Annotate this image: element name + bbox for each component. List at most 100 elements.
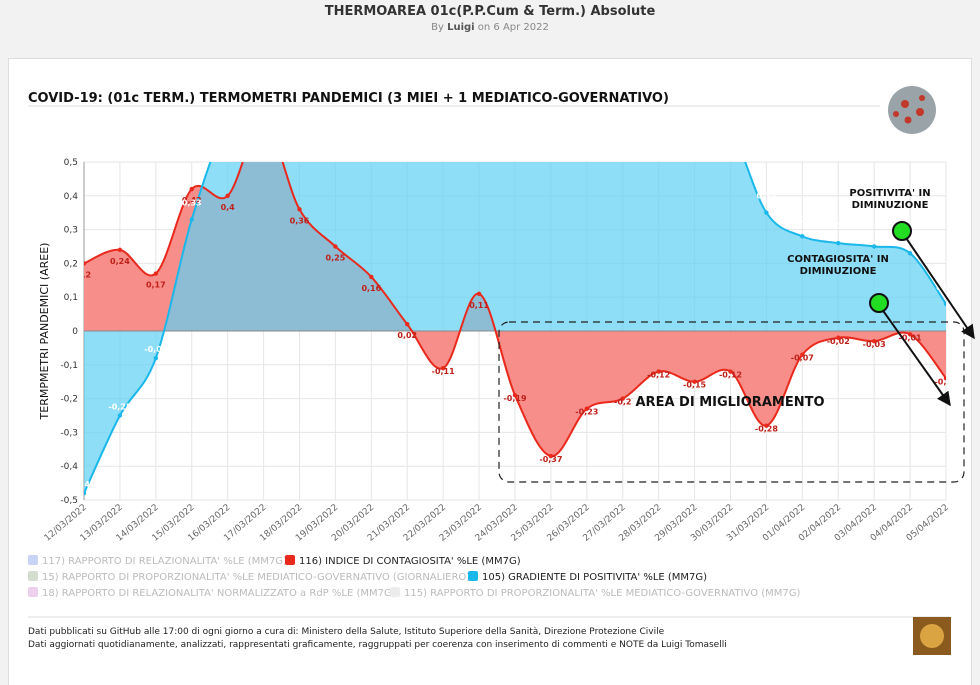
legend-label[interactable]: 15) RAPPORTO DI PROPORZIONALITA' %LE MED… xyxy=(42,572,470,583)
point xyxy=(836,335,841,340)
byline: By Luigi on 6 Apr 2022 xyxy=(0,22,980,33)
legend-label[interactable]: 105) GRADIENTE DI POSITIVITA' %LE (MM7G) xyxy=(482,572,707,583)
footer: Dati pubblicati su GitHub alle 17:00 di … xyxy=(28,626,727,652)
point xyxy=(656,369,661,374)
point xyxy=(800,234,805,239)
value-label: -0,14 xyxy=(934,377,957,386)
legend-label[interactable]: 115) RAPPORTO DI PROPORZIONALITA' %LE ME… xyxy=(404,588,801,599)
marker-dot xyxy=(892,221,912,241)
y-tick-label: 0 xyxy=(72,327,78,337)
point xyxy=(764,423,769,428)
point xyxy=(728,126,732,130)
improvement-box xyxy=(498,321,965,483)
point xyxy=(441,79,445,83)
point xyxy=(153,355,159,361)
annotation: CONTAGIOSITA' IN xyxy=(787,254,889,265)
value-label: -0,03 xyxy=(863,340,886,349)
legend-label[interactable]: 117) RAPPORTO DI RELAZIONALITA' %LE (MM7… xyxy=(42,556,287,567)
legend-swatch xyxy=(28,587,38,597)
header: THERMOAREA 01c(P.P.Cum & Term.) Absolute… xyxy=(0,4,980,33)
y-tick-label: 0,5 xyxy=(64,158,78,168)
value-label: 0,24 xyxy=(110,257,130,266)
footer-line: Dati aggiornati quotidianamente, analizz… xyxy=(28,640,727,650)
legend-label[interactable]: 18) RAPPORTO DI RELAZIONALITA' NORMALIZZ… xyxy=(42,588,396,599)
author[interactable]: Luigi xyxy=(447,22,475,33)
point xyxy=(261,119,265,123)
y-tick-label: 0,4 xyxy=(64,192,79,202)
y-tick-label: -0,1 xyxy=(60,361,78,371)
point xyxy=(800,352,805,357)
legend-swatch xyxy=(390,587,400,597)
point xyxy=(943,301,946,307)
annotation: DIMINUZIONE xyxy=(852,200,929,211)
line xyxy=(84,162,946,494)
value-label: 0,16 xyxy=(361,284,381,293)
point xyxy=(333,244,338,249)
point xyxy=(153,271,159,276)
date: on 6 Apr 2022 xyxy=(477,22,549,33)
point xyxy=(692,96,696,100)
y-tick-label: -0,5 xyxy=(60,496,78,506)
point xyxy=(225,119,229,123)
point xyxy=(907,251,913,256)
point xyxy=(225,193,230,198)
point xyxy=(549,85,553,89)
value-label: -0,15 xyxy=(683,381,706,390)
value-label: 0,28 xyxy=(792,215,812,224)
value-label: -0,01 xyxy=(899,333,922,342)
y-tick-label: -0,2 xyxy=(60,395,78,405)
y-tick-label: 0,3 xyxy=(64,226,78,236)
point xyxy=(369,274,374,280)
value-label: 0,02 xyxy=(397,331,417,340)
marker-dot xyxy=(869,293,889,313)
point xyxy=(584,406,590,411)
value-label: -0,23 xyxy=(575,408,598,417)
point xyxy=(476,291,482,297)
legend-swatch xyxy=(28,571,38,581)
value-label: -0,28 xyxy=(755,425,778,434)
footer-line: Dati pubblicati su GitHub alle 17:00 di … xyxy=(28,627,665,637)
point xyxy=(943,376,946,381)
point xyxy=(871,338,877,344)
point xyxy=(692,379,697,384)
value-label: 0,35 xyxy=(757,192,777,201)
value-label: -0,12 xyxy=(719,371,742,380)
point xyxy=(405,75,409,79)
value-label: 0,08 xyxy=(936,283,956,292)
legend-swatch xyxy=(28,555,38,565)
legend-swatch xyxy=(285,555,295,565)
point xyxy=(297,75,301,79)
annotation: AREA DI MIGLIORAMENTO xyxy=(636,395,825,410)
point xyxy=(513,85,517,89)
area xyxy=(84,162,946,494)
value-label: -0,12 xyxy=(647,371,670,380)
point xyxy=(261,85,265,89)
legend-label[interactable]: 116) INDICE DI CONTAGIOSITA' %LE (MM7G) xyxy=(299,556,521,567)
page-title: THERMOAREA 01c(P.P.Cum & Term.) Absolute xyxy=(324,4,656,19)
point xyxy=(189,217,194,222)
value-label: 0,25 xyxy=(326,254,346,263)
point xyxy=(440,365,446,371)
point xyxy=(836,240,841,246)
annotation: POSITIVITA' IN xyxy=(849,188,930,199)
plot-area: 0,2 0,24 0,17 0,42 0,4 0,36 0,25 0,16 0,02 -0,11 0… xyxy=(84,72,957,496)
point xyxy=(871,244,877,249)
value-label: -0,11 xyxy=(432,367,455,376)
value-label: -0,08 xyxy=(144,345,167,354)
value-label: 0,26 xyxy=(828,222,848,231)
value-label: -0,2 xyxy=(614,398,632,407)
value-label: -0,37 xyxy=(539,455,562,464)
y-tick-label: -0,4 xyxy=(60,462,78,472)
point xyxy=(764,210,769,215)
value-label: 0,17 xyxy=(146,281,166,290)
point xyxy=(117,247,123,253)
point xyxy=(405,322,410,327)
point xyxy=(369,72,373,76)
legend-swatch xyxy=(468,571,478,581)
y-axis-label: TERMPMETRI PANDEMICI (AREE) xyxy=(38,243,51,421)
point xyxy=(907,332,913,337)
value-label: -0,02 xyxy=(827,337,850,346)
logo-emblem xyxy=(920,624,944,648)
